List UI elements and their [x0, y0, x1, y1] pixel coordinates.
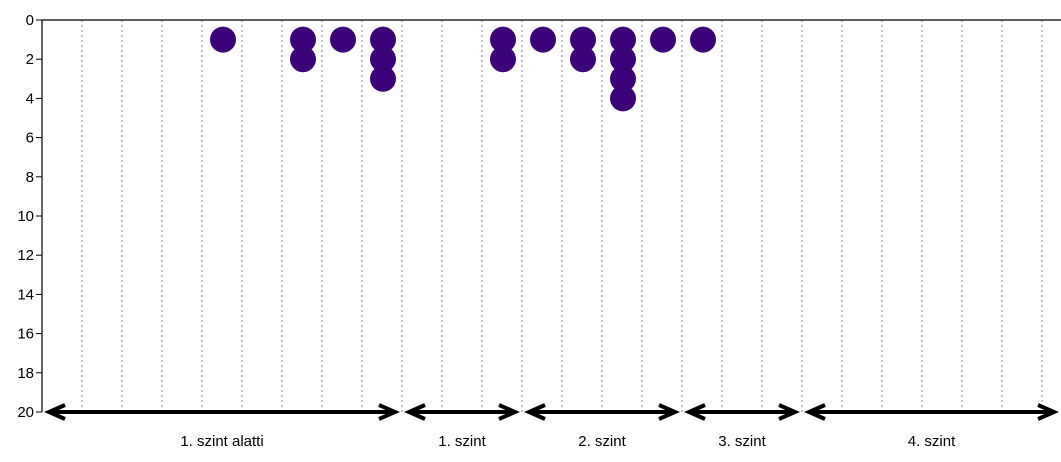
y-tick-label: 2	[26, 51, 34, 68]
y-tick-label: 14	[17, 286, 34, 303]
data-point	[570, 46, 596, 73]
data-point	[690, 26, 716, 53]
data-point	[610, 46, 636, 73]
data-point	[610, 65, 636, 92]
level-arrow-head-right	[658, 403, 680, 421]
level-label: 4. szint	[908, 433, 956, 450]
y-tick-label: 0	[26, 12, 34, 29]
data-point	[370, 65, 396, 92]
data-point	[290, 46, 316, 73]
data-point	[490, 26, 516, 53]
y-tick-label: 12	[17, 247, 34, 264]
level-layer: 1. szint alatti 1. szint 2. szint 3. szint 4…	[44, 403, 1059, 450]
data-point	[370, 26, 396, 53]
data-point	[210, 26, 236, 53]
level-arrow-head-left	[524, 403, 546, 421]
data-point	[490, 46, 516, 73]
level-arrow-head-left	[404, 403, 426, 421]
level-label: 3. szint	[718, 433, 766, 450]
grid-layer	[81, 20, 1043, 412]
level-arrow-head-right	[498, 403, 520, 421]
y-tick-label: 4	[26, 90, 34, 107]
level-arrow-head-left	[804, 403, 826, 421]
level-label: 2. szint	[578, 433, 626, 450]
data-point	[370, 46, 396, 73]
axis-layer: 0 2 4 6 8 10 12 14 16 18 20	[17, 12, 1061, 421]
data-point	[610, 85, 636, 112]
level-arrow-head-left	[44, 403, 66, 421]
level-arrow-head-right	[378, 403, 400, 421]
level-arrow-head-right	[1037, 403, 1059, 421]
y-tick-label: 6	[26, 130, 34, 147]
data-point	[330, 26, 356, 53]
point-layer	[210, 26, 716, 112]
y-tick-label: 8	[26, 169, 34, 186]
y-tick-label: 18	[17, 365, 34, 382]
y-tick-label: 10	[17, 208, 34, 225]
data-point	[530, 26, 556, 53]
y-tick-label: 16	[17, 326, 34, 343]
data-point	[290, 26, 316, 53]
y-tick-label: 20	[17, 404, 34, 421]
data-point	[610, 26, 636, 53]
level-label: 1. szint alatti	[180, 433, 263, 450]
level-arrow-head-left	[684, 403, 706, 421]
data-point	[570, 26, 596, 53]
level-arrow-head-right	[778, 403, 800, 421]
level-label: 1. szint	[438, 433, 486, 450]
data-point	[650, 26, 676, 53]
